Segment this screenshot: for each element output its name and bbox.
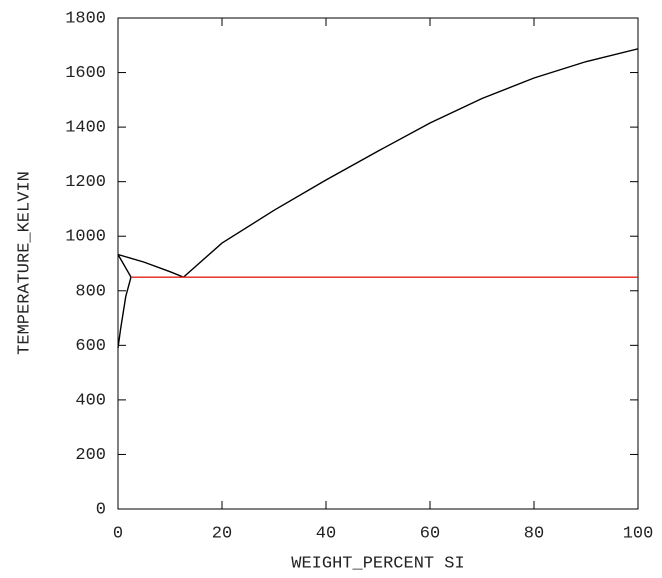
- y-tick-label: 600: [75, 337, 106, 356]
- x-tick-label: 100: [623, 524, 654, 543]
- x-axis-label: WEIGHT_PERCENT SI: [291, 554, 464, 573]
- y-tick-label: 0: [96, 500, 106, 519]
- y-tick-label: 1400: [65, 119, 106, 138]
- x-tick-label: 0: [113, 524, 123, 543]
- y-tick-label: 200: [75, 446, 106, 465]
- x-tick-label: 20: [212, 524, 232, 543]
- x-tick-label: 80: [524, 524, 544, 543]
- y-tick-label: 1600: [65, 64, 106, 83]
- x-tick-label: 40: [316, 524, 336, 543]
- plot-frame: [117, 17, 639, 510]
- phase-line: [117, 276, 132, 349]
- phase-line: [117, 253, 184, 278]
- y-tick-label: 400: [75, 391, 106, 410]
- y-tick-label: 1200: [65, 173, 106, 192]
- y-tick-label: 1800: [65, 9, 106, 28]
- phase-line: [183, 48, 639, 278]
- y-axis-label: TEMPERATURE_KELVIN: [15, 171, 34, 355]
- phase-line: [117, 254, 132, 278]
- x-tick-label: 60: [420, 524, 440, 543]
- y-tick-label: 800: [75, 282, 106, 301]
- y-tick-label: 1000: [65, 228, 106, 247]
